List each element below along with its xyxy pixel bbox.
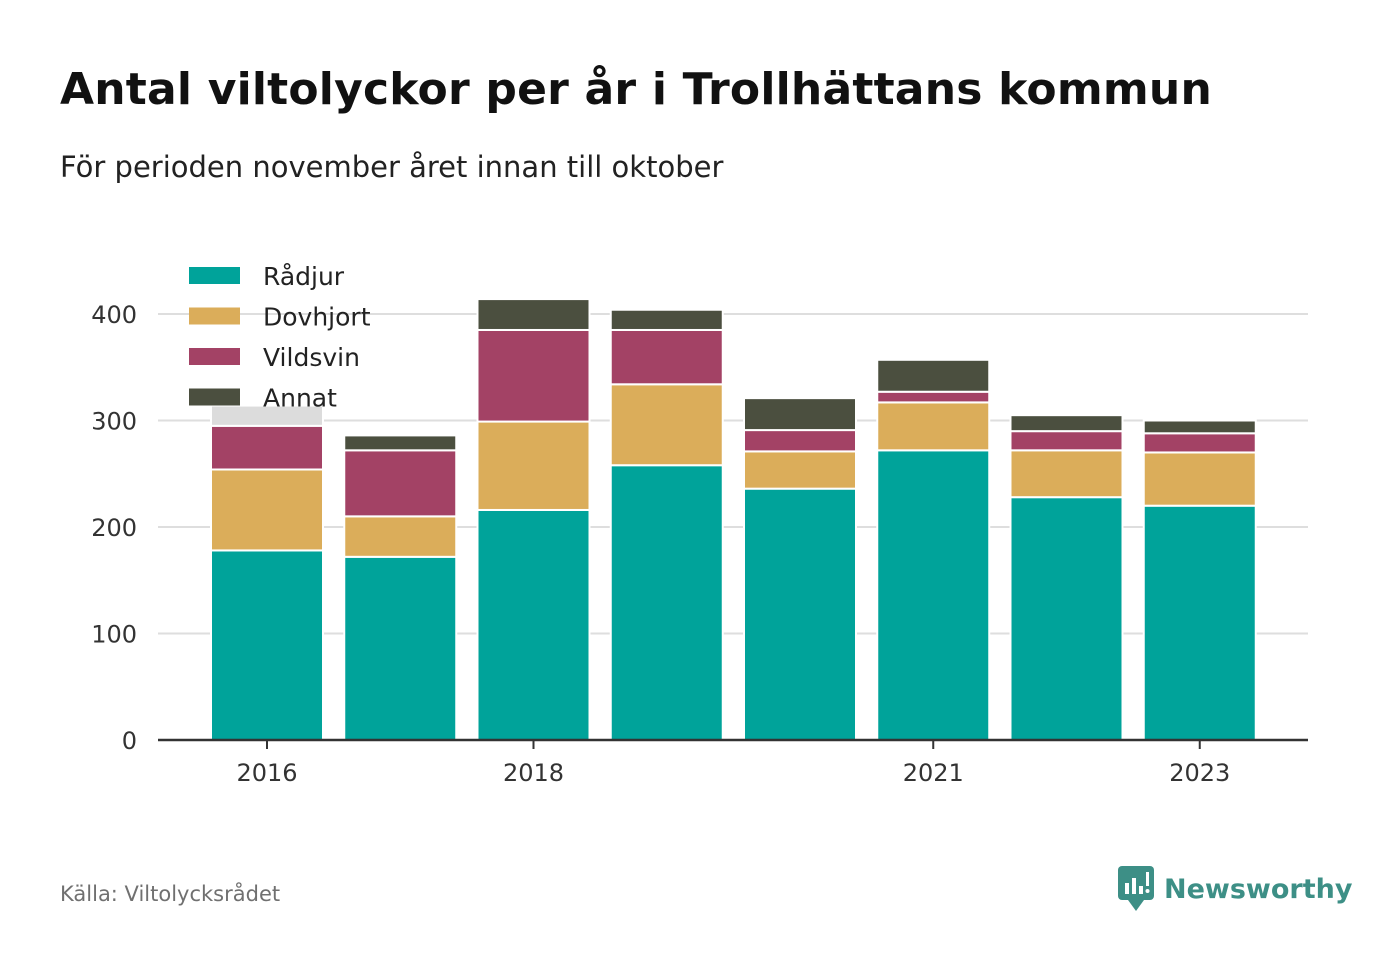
bar-segment	[1009, 414, 1124, 433]
source-note: Källa: Viltolycksrådet	[60, 882, 281, 906]
legend-swatch	[189, 307, 240, 325]
bar-segment	[476, 420, 591, 511]
bar-segment	[1009, 496, 1124, 741]
x-tick-label: 2023	[1169, 759, 1230, 787]
x-tick-label: 2018	[503, 759, 564, 787]
bar-segment	[876, 390, 991, 404]
bar-segment	[743, 397, 857, 432]
newsworthy-logo-icon	[1118, 866, 1154, 911]
bar-segment	[210, 549, 324, 741]
bar-segment	[343, 515, 458, 558]
bar-segment	[1142, 451, 1257, 507]
legend-swatch	[189, 388, 240, 406]
bar-segment	[743, 429, 857, 453]
y-tick-label: 400	[91, 301, 137, 329]
bar-segment	[743, 487, 857, 741]
bar-segment	[1142, 432, 1257, 454]
legend-label: Dovhjort	[263, 303, 371, 332]
brand-name: Newsworthy	[1164, 873, 1353, 905]
bar-segment	[743, 450, 857, 490]
bar-segment	[343, 555, 458, 741]
bar-segment	[876, 449, 991, 741]
legend-swatch	[189, 348, 240, 365]
bar-segment	[1009, 449, 1124, 499]
bar-segment	[210, 424, 324, 471]
bar-segment	[343, 434, 458, 452]
y-tick-label: 300	[91, 408, 137, 436]
bar-segment	[609, 464, 724, 741]
bar-segment	[609, 308, 724, 331]
chart-title: Antal viltolyckor per år i Trollhättans …	[60, 64, 1212, 115]
bar-segment	[1009, 430, 1124, 452]
legend-label: Vildsvin	[263, 343, 360, 372]
bar-segment	[476, 298, 591, 331]
legend-swatch	[189, 267, 240, 284]
x-tick-label: 2016	[236, 759, 297, 787]
bar-segment	[1142, 504, 1257, 742]
bar-segment	[476, 508, 591, 741]
bar-segment	[210, 468, 324, 552]
legend-label: Rådjur	[263, 262, 345, 291]
bar-segment	[609, 328, 724, 386]
bar-segment	[343, 449, 458, 518]
bar-segment	[1142, 419, 1257, 435]
bar-segment	[609, 383, 724, 467]
legend-label: Annat	[263, 384, 337, 413]
y-tick-label: 200	[91, 514, 137, 542]
y-tick-label: 0	[122, 727, 137, 755]
brand-logo: Newsworthy	[1118, 866, 1352, 912]
bar-segment	[876, 358, 991, 393]
chart-subtitle: För perioden november året innan till ok…	[60, 150, 724, 184]
y-tick-label: 100	[91, 621, 137, 649]
x-tick-label: 2021	[903, 759, 964, 787]
bar-segment	[210, 404, 324, 427]
bar-segment	[876, 401, 991, 452]
bar-segment	[476, 328, 591, 423]
